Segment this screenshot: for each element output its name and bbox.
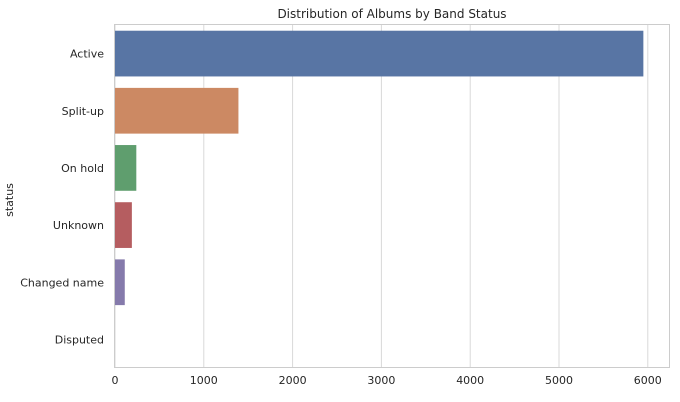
bar-on-hold [115,145,137,191]
y-tick-label: Active [70,48,104,61]
x-tick-label: 3000 [367,374,395,387]
x-tick-label: 0 [112,374,119,387]
x-tick-label: 4000 [456,374,484,387]
y-tick-label: Changed name [20,276,104,289]
grid-layer [114,25,649,368]
bar-unknown [115,202,132,248]
y-tick-label: On hold [61,162,104,175]
y-axis-label: status [3,183,16,217]
x-tick-label: 5000 [545,374,573,387]
x-tick-label: 2000 [279,374,307,387]
y-tick-label: Unknown [53,219,104,232]
bar-layer [115,30,644,306]
y-tick-label: Disputed [55,333,104,346]
x-tick-labels: 0 1000 2000 3000 4000 5000 6000 [112,374,662,387]
y-tick-label: Split-up [62,105,104,118]
chart-title: Distribution of Albums by Band Status [277,7,506,21]
bar-split-up [115,87,239,134]
x-tick-label: 1000 [190,374,218,387]
x-tick-label: 6000 [634,374,662,387]
plot-frame [114,24,670,368]
bar-active [115,30,644,77]
bar-changed-name [115,259,125,306]
y-tick-labels: Active Split-up On hold Unknown Changed name… [20,48,104,347]
